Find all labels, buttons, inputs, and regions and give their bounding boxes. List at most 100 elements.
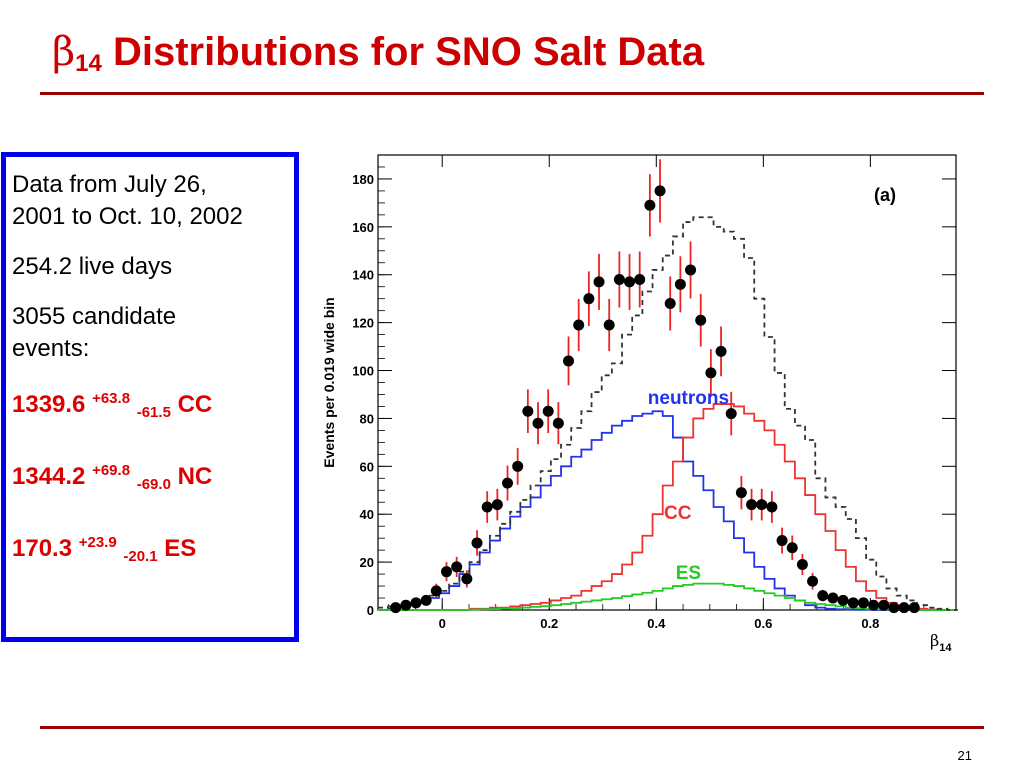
page-number: 21 [957, 748, 972, 763]
x-tick-label: 0.6 [754, 616, 772, 631]
result-plus-error: +23.9 [78, 534, 117, 551]
data-point [634, 251, 646, 308]
info-box: Data from July 26, 2001 to Oct. 10, 2002 … [1, 152, 299, 642]
data-point [725, 391, 737, 436]
slide-title: β14 Distributions for SNO Salt Data [52, 32, 704, 76]
data-marker [420, 594, 432, 606]
data-marker [725, 408, 737, 420]
data-point [390, 602, 402, 614]
candidate-events: 3055 candidate events: [12, 301, 294, 365]
data-marker [542, 405, 554, 417]
data-marker [827, 592, 839, 604]
data-point [542, 389, 554, 434]
data-point [674, 256, 686, 313]
series-cc-histogram [378, 403, 958, 611]
data-marker [705, 367, 717, 379]
data-point [817, 589, 829, 602]
data-marker [766, 501, 778, 513]
annotation-es: ES [676, 563, 701, 584]
data-marker [857, 597, 869, 609]
data-marker [624, 276, 636, 288]
data-marker [522, 405, 534, 417]
data-marker [532, 417, 544, 429]
data-marker [461, 573, 473, 585]
data-point [512, 447, 524, 485]
data-point [796, 553, 808, 576]
data-marker [603, 319, 615, 331]
data-point [776, 527, 788, 554]
data-marker [695, 314, 707, 326]
data-point [624, 253, 636, 310]
result-plus-error: +69.8 [92, 462, 131, 479]
candidate-line1: 3055 candidate [12, 303, 177, 330]
candidate-line2: events: [12, 335, 90, 362]
data-marker [868, 599, 880, 611]
data-marker [878, 599, 890, 611]
data-marker [583, 293, 595, 305]
title-text: Distributions for SNO Salt Data [101, 30, 705, 74]
data-point [888, 602, 900, 614]
result-label: CC [177, 391, 213, 418]
title-beta-symbol: β [52, 29, 76, 75]
data-marker [441, 566, 453, 578]
data-marker [837, 594, 849, 606]
y-tick-label: 100 [352, 364, 374, 379]
data-point [735, 475, 747, 510]
y-axis-label: Events per 0.019 wide bin [321, 297, 337, 467]
data-marker [685, 264, 697, 276]
date-range: Data from July 26, 2001 to Oct. 10, 2002 [12, 169, 294, 233]
data-marker [807, 575, 819, 587]
y-tick-label: 60 [360, 459, 374, 474]
data-point [451, 556, 463, 577]
data-point [746, 488, 758, 521]
data-marker [512, 460, 524, 472]
data-marker [613, 274, 625, 286]
data-marker [481, 501, 493, 513]
data-point [786, 535, 798, 560]
data-point [593, 253, 605, 310]
live-days: 254.2 live days [12, 253, 173, 280]
result-value: 1339.6 [12, 391, 86, 418]
data-marker [410, 597, 422, 609]
data-marker [654, 185, 666, 197]
data-marker [593, 276, 605, 288]
data-point [552, 402, 564, 445]
data-point [563, 336, 575, 386]
data-marker [888, 602, 900, 614]
x-axis-label-subscript: 14 [939, 642, 952, 654]
data-point [613, 251, 625, 308]
data-point [471, 530, 483, 556]
data-marker [786, 542, 798, 554]
data-marker [634, 274, 646, 286]
y-tick-label: 120 [352, 316, 374, 331]
y-tick-label: 40 [360, 507, 374, 522]
result-minus-error: -69.0 [136, 476, 171, 493]
data-point [857, 597, 869, 609]
data-point [847, 597, 859, 609]
data-point [573, 298, 585, 352]
data-marker [400, 599, 412, 611]
y-tick-label: 20 [360, 555, 374, 570]
data-point [695, 293, 707, 347]
result-nc: 1344.2 +69.8 -69.0 NC [12, 455, 294, 501]
data-point [502, 465, 514, 501]
data-point [868, 599, 880, 611]
panel-label: (a) [874, 185, 896, 205]
data-point [491, 488, 503, 521]
data-marker [746, 499, 758, 511]
x-axis-label: β14 [930, 631, 952, 654]
data-marker [908, 602, 920, 614]
data-point [837, 594, 849, 606]
x-tick-label: 0.8 [861, 616, 879, 631]
data-point [908, 602, 920, 614]
result-minus-error: -61.5 [136, 404, 171, 421]
y-tick-label: 80 [360, 411, 374, 426]
data-point [766, 491, 778, 523]
data-point [583, 271, 595, 326]
beta14-histogram-chart: 0 0.2 0.4 0.6 0.8 0 20 40 60 80 100 120 140 160 180 Eve… [321, 154, 958, 654]
data-point [430, 583, 442, 599]
data-marker [756, 499, 768, 511]
data-point [441, 562, 453, 582]
data-point [654, 159, 666, 223]
title-subscript: 14 [75, 50, 102, 77]
